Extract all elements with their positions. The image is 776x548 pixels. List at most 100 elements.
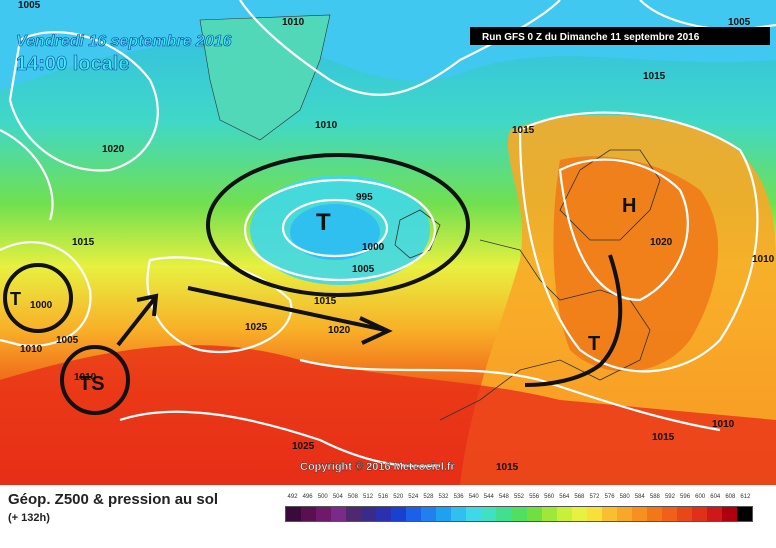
pressure-label: 1005	[18, 0, 41, 11]
color-swatch	[481, 507, 497, 521]
pressure-label: 1015	[72, 237, 95, 248]
scale-label: 544	[483, 494, 494, 500]
scale-label: 552	[513, 494, 525, 500]
isobars	[0, 0, 776, 466]
scale-label: 512	[363, 494, 374, 500]
pressure-label: 1005	[352, 264, 375, 275]
color-swatch	[376, 507, 392, 521]
color-swatch	[736, 507, 752, 521]
color-swatch	[346, 507, 362, 521]
color-swatch	[721, 507, 737, 521]
south-hot-area	[0, 345, 776, 485]
low-main-symbol: T	[316, 209, 331, 236]
pressure-label: 995	[356, 192, 373, 203]
scale-label: 572	[589, 494, 600, 500]
pressure-label: 1010	[74, 372, 97, 383]
color-swatch	[646, 507, 662, 521]
color-swatch	[616, 507, 632, 521]
pressure-label: 1010	[712, 419, 735, 430]
pressure-label: 1010	[315, 120, 338, 131]
scale-label: 600	[695, 494, 706, 500]
scale-label: 580	[619, 494, 630, 500]
color-swatch	[421, 507, 437, 521]
annotations	[3, 153, 623, 415]
north-cold-area	[0, 0, 776, 90]
scale-label: 576	[604, 494, 615, 500]
pressure-label: 1010	[282, 17, 305, 28]
trough-line	[524, 254, 623, 387]
color-swatch	[286, 507, 302, 521]
pressure-label: 1010	[752, 254, 775, 265]
pressure-label: 1015	[512, 125, 535, 136]
color-swatch	[661, 507, 677, 521]
scale-label: 496	[302, 494, 313, 500]
scale-label: 504	[332, 494, 343, 500]
date-label: Vendredi 16 septembre 2016	[16, 33, 232, 50]
pressure-label: 1000	[362, 242, 385, 253]
color-swatch	[406, 507, 422, 521]
color-swatch	[691, 507, 707, 521]
scale-label: 500	[317, 494, 328, 500]
scale-label: 584	[634, 494, 645, 500]
scale-label: 596	[680, 494, 691, 500]
pressure-label: 1025	[292, 441, 315, 452]
color-swatch	[601, 507, 617, 521]
low-inner-area	[290, 204, 380, 260]
scale-label: 532	[438, 494, 449, 500]
pressure-label: 1010	[20, 344, 43, 355]
color-scale-bar	[285, 506, 753, 522]
low-west-symbol: T	[10, 289, 21, 309]
color-swatch	[451, 507, 467, 521]
color-swatch	[526, 507, 542, 521]
scale-label: 492	[287, 494, 298, 500]
pressure-label: 1015	[652, 432, 675, 443]
pressure-label: 1025	[245, 322, 268, 333]
color-swatch	[586, 507, 602, 521]
color-swatch	[331, 507, 347, 521]
pressure-label: 1020	[102, 144, 125, 155]
run-label: Run GFS 0 Z du Dimanche 11 septembre 201…	[482, 32, 700, 43]
low-europe-symbol: T	[588, 333, 600, 355]
time-label: 14:00 locale	[16, 53, 129, 75]
scale-label: 520	[393, 494, 404, 500]
pressure-label: 1020	[650, 237, 673, 248]
scale-label: 612	[740, 494, 751, 500]
scale-label: 560	[544, 494, 555, 500]
color-swatch	[631, 507, 647, 521]
low-main-circle	[206, 153, 470, 297]
jet-arrow	[187, 286, 386, 332]
color-swatch	[706, 507, 722, 521]
east-hot-area	[553, 156, 719, 372]
legend-title: Géop. Z500 & pression au sol	[8, 491, 219, 508]
run-label-box	[470, 27, 770, 45]
pressure-label: 1005	[56, 335, 79, 346]
color-swatch	[361, 507, 377, 521]
high-symbol: H	[622, 195, 636, 217]
storm-symbol: TS	[79, 373, 105, 395]
pressure-label: 1005	[728, 17, 751, 28]
pressure-label: 1000	[30, 300, 53, 311]
color-swatch	[466, 507, 482, 521]
british-isles-coast	[394, 209, 441, 259]
color-swatch	[436, 507, 452, 521]
scale-label: 604	[710, 494, 721, 500]
greenland-land	[199, 14, 331, 141]
scale-label: 564	[559, 494, 570, 500]
scale-label: 524	[408, 494, 419, 500]
scale-label: 568	[574, 494, 585, 500]
scale-label: 548	[498, 494, 509, 500]
legend-panel: Géop. Z500 & pression au sol (+ 132h) 49…	[0, 485, 776, 548]
color-scale: 492 496 500 504 508 512 516 520 524 528 532 536 540 5…	[285, 494, 753, 522]
jet-arrow-head	[359, 316, 393, 345]
scale-label: 508	[347, 494, 358, 500]
scale-label: 528	[423, 494, 434, 500]
color-swatch	[556, 507, 572, 521]
color-swatch	[541, 507, 557, 521]
color-swatch	[301, 507, 317, 521]
color-swatch	[511, 507, 527, 521]
color-swatch	[316, 507, 332, 521]
pressure-label: 1015	[643, 71, 666, 82]
color-swatch	[391, 507, 407, 521]
scale-label: 592	[664, 494, 675, 500]
scandinavia-coast	[559, 149, 661, 241]
